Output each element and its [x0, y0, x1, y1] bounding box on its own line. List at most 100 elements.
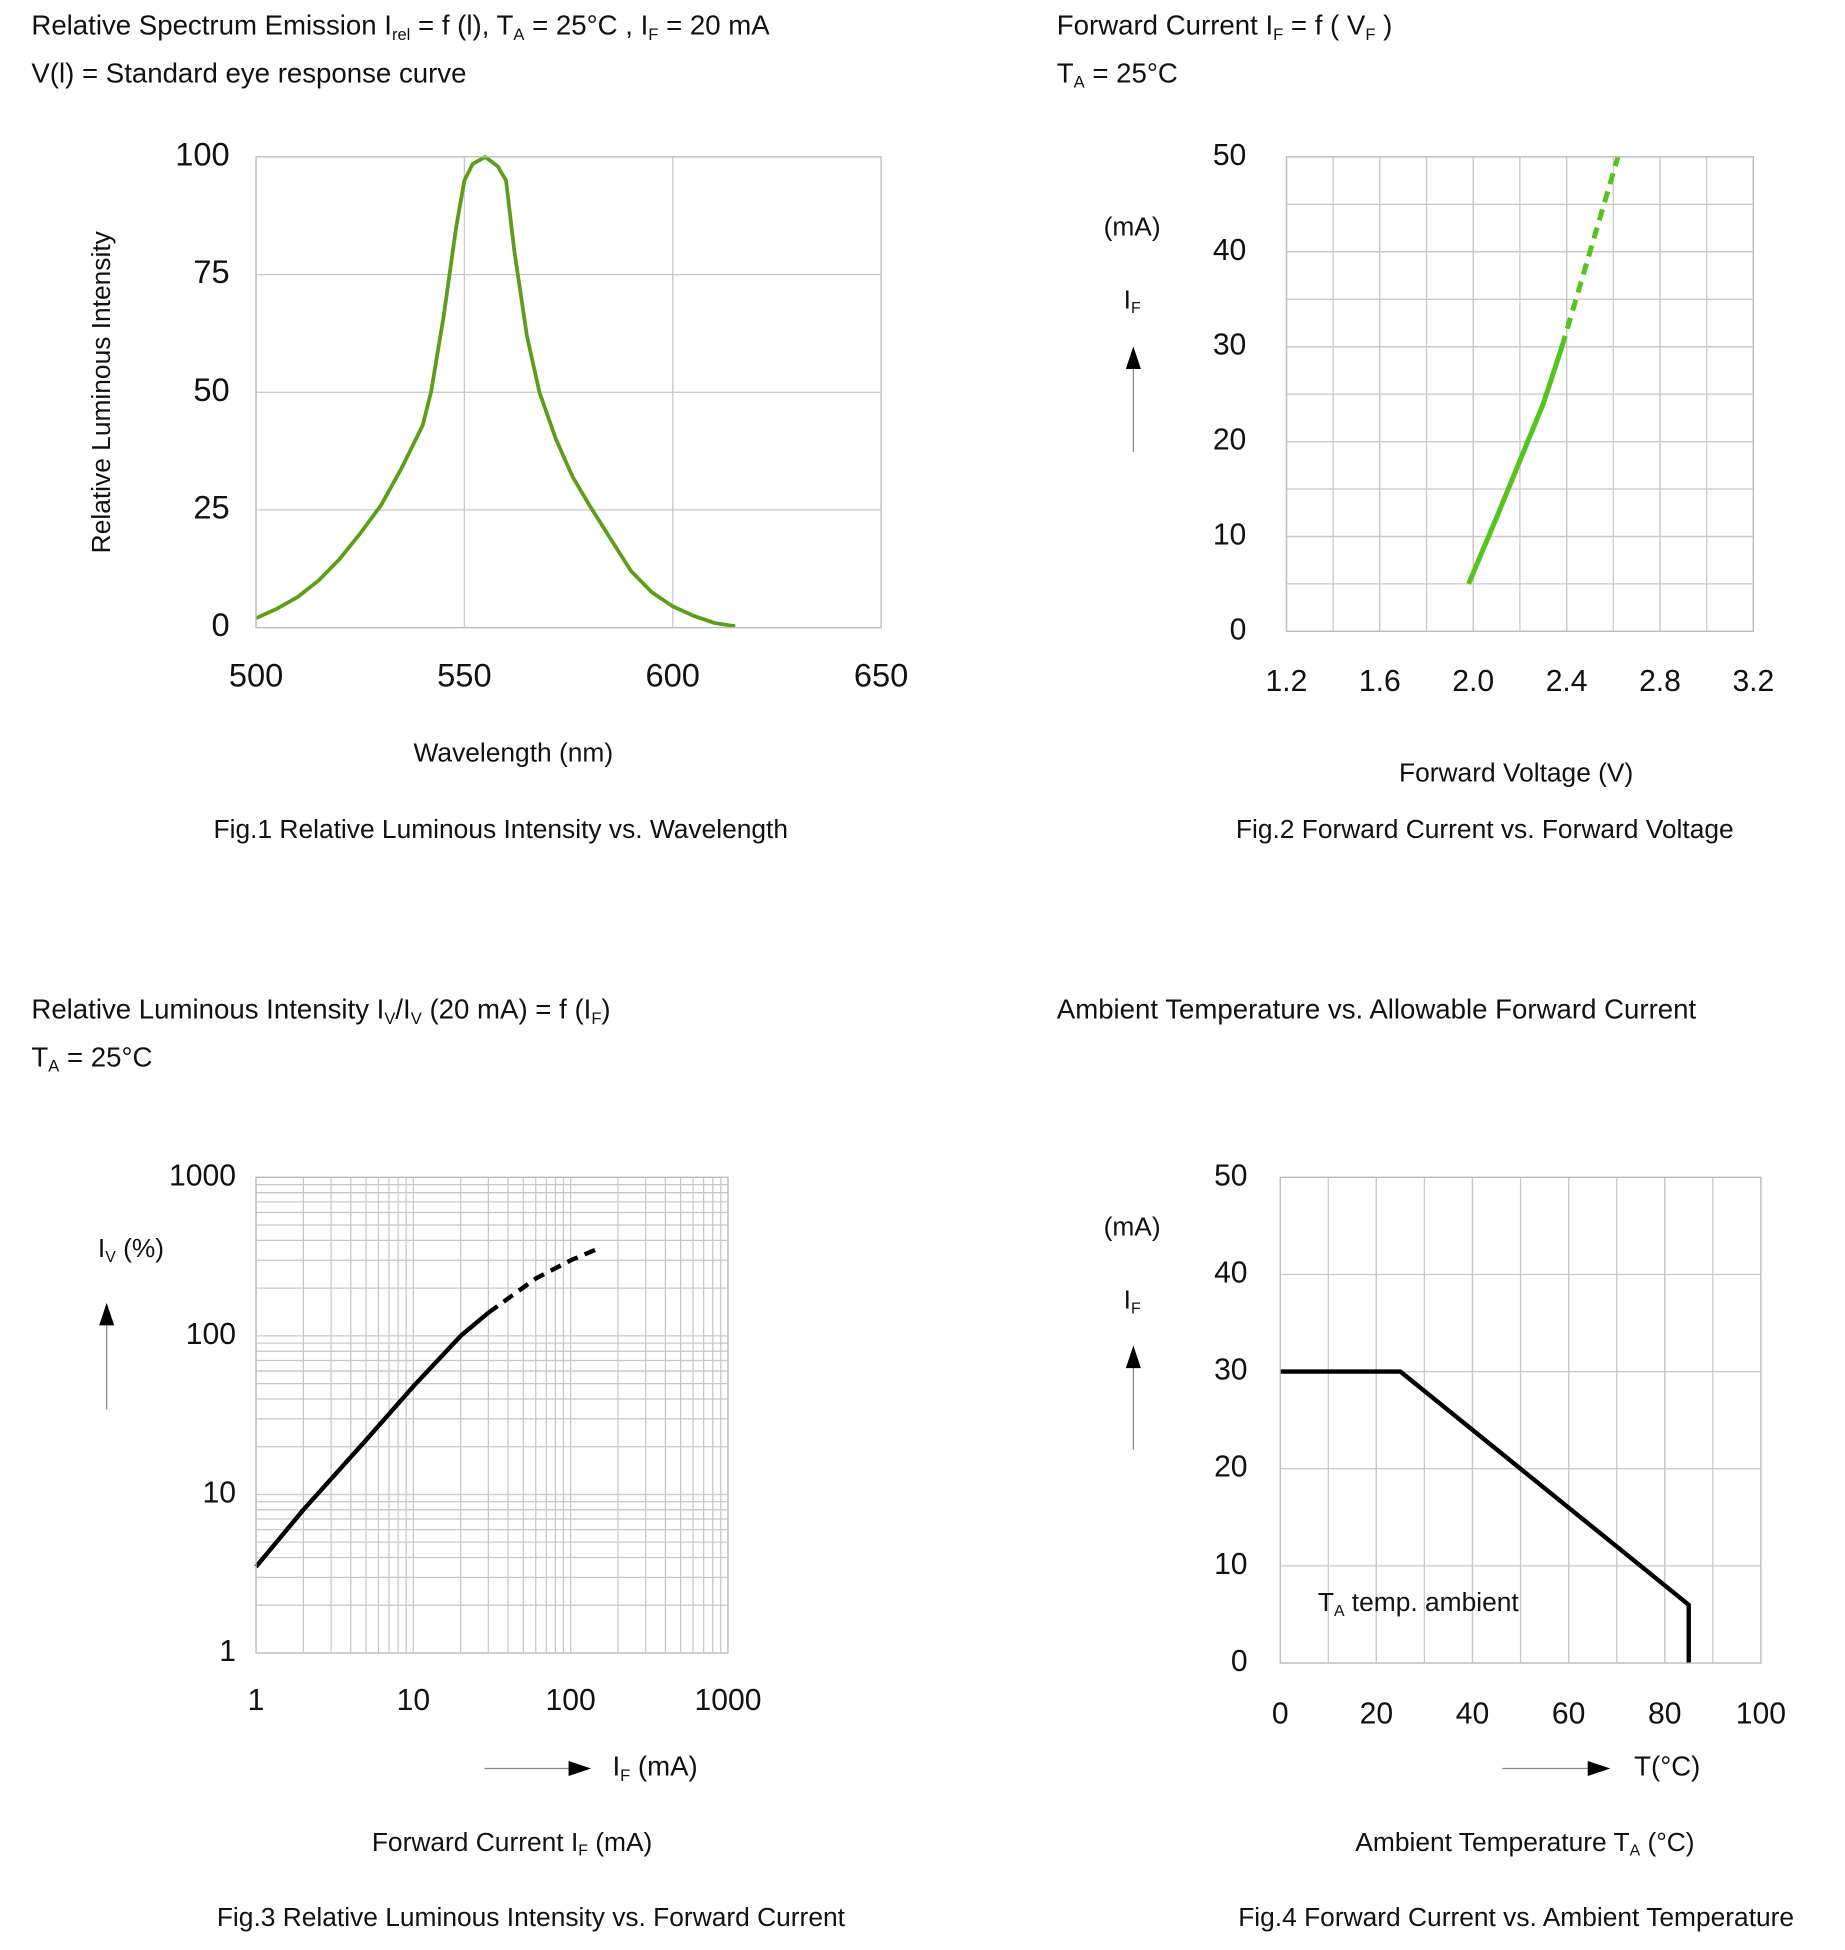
- subscript: F: [648, 25, 658, 44]
- y-tick-label: 20: [1214, 1451, 1248, 1484]
- data-line: [254, 1311, 490, 1569]
- chart-title: TA = 25°C: [1057, 58, 1178, 92]
- text-part: T(°C): [1634, 1751, 1700, 1782]
- y-unit: (mA): [1104, 1212, 1161, 1242]
- chart-title: TA = 25°C: [31, 1042, 152, 1076]
- text-part: I: [1124, 1285, 1131, 1315]
- subscript: F: [1273, 25, 1283, 44]
- subscript: F: [578, 1843, 588, 1860]
- axis-arrow-head: [568, 1760, 592, 1777]
- chart-title: Relative Luminous Intensity IV/IV (20 mA…: [31, 994, 610, 1028]
- data-line: [487, 1246, 600, 1315]
- text-part: Ambient Temperature vs. Allowable Forwar…: [1057, 994, 1697, 1025]
- text-part: = f ( V: [1283, 10, 1366, 41]
- text-part: = f (l), T: [410, 10, 513, 41]
- x-tick-label: 1.6: [1359, 665, 1401, 698]
- y-tick-label: 30: [1214, 1354, 1248, 1387]
- figure-caption: Fig.4 Forward Current vs. Ambient Temper…: [1238, 1902, 1794, 1932]
- data-line: [1280, 1369, 1691, 1664]
- plot-frame: [1285, 156, 1755, 632]
- x-tick-label: 550: [437, 656, 491, 693]
- axis-arrow-head: [1125, 1345, 1141, 1369]
- y-tick-label: 20: [1213, 424, 1247, 457]
- text-part: /I: [395, 994, 410, 1025]
- y-unit: (mA): [1104, 211, 1161, 241]
- y-tick-label: 50: [1214, 1159, 1248, 1192]
- y-tick-label: 0: [1231, 1645, 1248, 1678]
- text-part: T: [1318, 1587, 1334, 1617]
- subscript: V: [384, 1009, 395, 1028]
- x-tick-label: 2.8: [1639, 665, 1681, 698]
- x-tick-label: 650: [854, 656, 908, 693]
- x-tick-label: 500: [229, 656, 283, 693]
- text-part: I: [98, 1233, 105, 1263]
- x-symbol: T(°C): [1634, 1751, 1700, 1782]
- text-part: Forward Current I: [1057, 10, 1273, 41]
- plot-frame: [255, 1176, 729, 1654]
- text-part: (%): [116, 1233, 164, 1263]
- y-tick-label: 75: [193, 253, 229, 290]
- x-axis-label: Forward Current IF (mA): [372, 1827, 652, 1860]
- x-tick-label: 3.2: [1732, 665, 1774, 698]
- axis-arrow-head: [99, 1302, 115, 1326]
- text-part: = 25°C: [1085, 58, 1178, 89]
- x-tick-label: 2.4: [1546, 665, 1588, 698]
- figure-caption: Fig.2 Forward Current vs. Forward Voltag…: [1236, 814, 1734, 844]
- x-tick-label: 10: [397, 1684, 431, 1717]
- x-tick-label: 100: [1736, 1698, 1786, 1731]
- text-part: = 25°C: [59, 1042, 152, 1073]
- subscript: A: [513, 25, 524, 44]
- axis-arrow-head: [1125, 346, 1141, 370]
- text-part: Forward Current I: [372, 1827, 578, 1857]
- y-tick-label: 10: [1214, 1548, 1248, 1581]
- subscript: F: [620, 1766, 630, 1785]
- text-part: Relative Luminous Intensity I: [31, 994, 384, 1025]
- subscript: F: [1131, 300, 1141, 317]
- figure-caption: Fig.3 Relative Luminous Intensity vs. Fo…: [217, 1902, 846, 1932]
- subscript: V: [411, 1009, 422, 1028]
- y-tick-label: 1: [219, 1635, 236, 1668]
- y-tick-label: 50: [1213, 139, 1247, 172]
- subscript: A: [1630, 1843, 1641, 1860]
- text-part: V(l) = Standard eye response curve: [31, 58, 466, 89]
- y-symbol: IF: [1124, 1285, 1141, 1318]
- x-tick-label: 1.2: [1266, 665, 1308, 698]
- subscript: rel: [392, 25, 410, 44]
- subscript: F: [1365, 25, 1375, 44]
- plot-frame: [255, 156, 882, 629]
- text-part: T: [1057, 58, 1074, 89]
- y-tick-label: 25: [193, 489, 229, 526]
- text-part: (°C): [1640, 1827, 1694, 1857]
- x-tick-label: 1: [248, 1684, 265, 1717]
- y-tick-label: 10: [202, 1476, 236, 1509]
- text-part: (20 mA) = f (I: [422, 994, 592, 1025]
- chart-title: Forward Current IF = f ( VF ): [1057, 10, 1393, 44]
- x-tick-label: 2.0: [1452, 665, 1494, 698]
- text-part: T: [31, 1042, 48, 1073]
- text-part: Relative Spectrum Emission I: [31, 10, 392, 41]
- subscript: A: [1334, 1603, 1345, 1620]
- chart-title: Ambient Temperature vs. Allowable Forwar…: [1057, 994, 1697, 1025]
- x-tick-label: 100: [546, 1684, 596, 1717]
- subscript: F: [1131, 1301, 1141, 1318]
- figure-caption: Fig.1 Relative Luminous Intensity vs. Wa…: [214, 814, 788, 844]
- plot-frame: [1279, 1176, 1762, 1664]
- x-symbol: IF (mA): [612, 1751, 697, 1785]
- x-axis-label: Wavelength (nm): [414, 737, 614, 767]
- text-part: temp. ambient: [1344, 1587, 1519, 1617]
- x-tick-label: 20: [1360, 1698, 1393, 1731]
- x-axis-label: Forward Voltage (V): [1399, 757, 1633, 787]
- y-tick-label: 40: [1213, 234, 1247, 267]
- text-part: (mA): [630, 1751, 697, 1782]
- data-line: [1559, 156, 1621, 348]
- x-tick-label: 40: [1456, 1698, 1490, 1731]
- text-part: ): [1375, 10, 1392, 41]
- text-part: I: [1124, 284, 1131, 314]
- x-tick-label: 0: [1272, 1698, 1289, 1731]
- chart-title: V(l) = Standard eye response curve: [31, 58, 466, 89]
- text-part: = 25°C , I: [524, 10, 648, 41]
- y-tick-label: 10: [1213, 518, 1247, 551]
- subscript: V: [105, 1249, 116, 1266]
- subscript: A: [1074, 73, 1085, 92]
